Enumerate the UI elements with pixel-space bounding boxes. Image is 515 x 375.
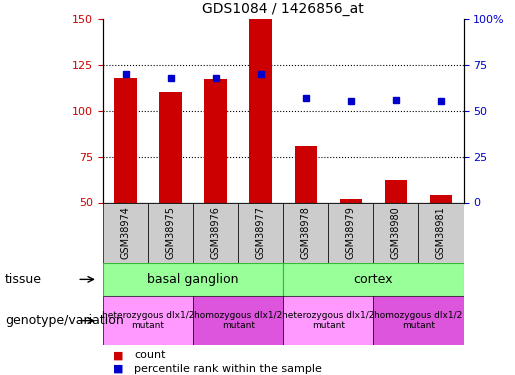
Text: cortex: cortex — [354, 273, 393, 286]
Text: GSM38975: GSM38975 — [166, 206, 176, 259]
Text: heterozygous dlx1/2
mutant: heterozygous dlx1/2 mutant — [102, 311, 194, 330]
Text: GSM38974: GSM38974 — [121, 206, 130, 259]
Bar — [103, 202, 148, 262]
Bar — [103, 262, 283, 296]
Bar — [373, 296, 464, 345]
Bar — [193, 296, 283, 345]
Text: heterozygous dlx1/2
mutant: heterozygous dlx1/2 mutant — [282, 311, 374, 330]
Bar — [249, 19, 272, 203]
Bar — [419, 202, 464, 262]
Text: GSM38980: GSM38980 — [391, 206, 401, 259]
Title: GDS1084 / 1426856_at: GDS1084 / 1426856_at — [202, 2, 364, 16]
Bar — [283, 202, 329, 262]
Bar — [238, 202, 283, 262]
Text: genotype/variation: genotype/variation — [5, 314, 124, 327]
Text: basal ganglion: basal ganglion — [147, 273, 239, 286]
Bar — [148, 202, 193, 262]
Text: GSM38981: GSM38981 — [436, 206, 446, 259]
Text: ■: ■ — [113, 364, 124, 374]
Bar — [283, 262, 464, 296]
Bar — [329, 202, 373, 262]
Text: count: count — [134, 351, 165, 360]
Bar — [430, 195, 452, 202]
Text: GSM38976: GSM38976 — [211, 206, 220, 259]
Bar — [373, 202, 418, 262]
Bar — [295, 146, 317, 202]
Bar — [103, 296, 193, 345]
Bar — [193, 202, 238, 262]
Text: homozygous dlx1/2
mutant: homozygous dlx1/2 mutant — [194, 311, 282, 330]
Bar — [283, 296, 373, 345]
Bar — [159, 92, 182, 202]
Bar — [114, 78, 137, 203]
Text: GSM38977: GSM38977 — [256, 206, 266, 259]
Bar — [385, 180, 407, 203]
Bar — [339, 199, 362, 202]
Text: GSM38978: GSM38978 — [301, 206, 311, 259]
Text: ■: ■ — [113, 351, 124, 360]
Bar — [204, 80, 227, 203]
Text: homozygous dlx1/2
mutant: homozygous dlx1/2 mutant — [374, 311, 462, 330]
Text: GSM38979: GSM38979 — [346, 206, 356, 259]
Text: percentile rank within the sample: percentile rank within the sample — [134, 364, 322, 374]
Text: tissue: tissue — [5, 273, 42, 286]
